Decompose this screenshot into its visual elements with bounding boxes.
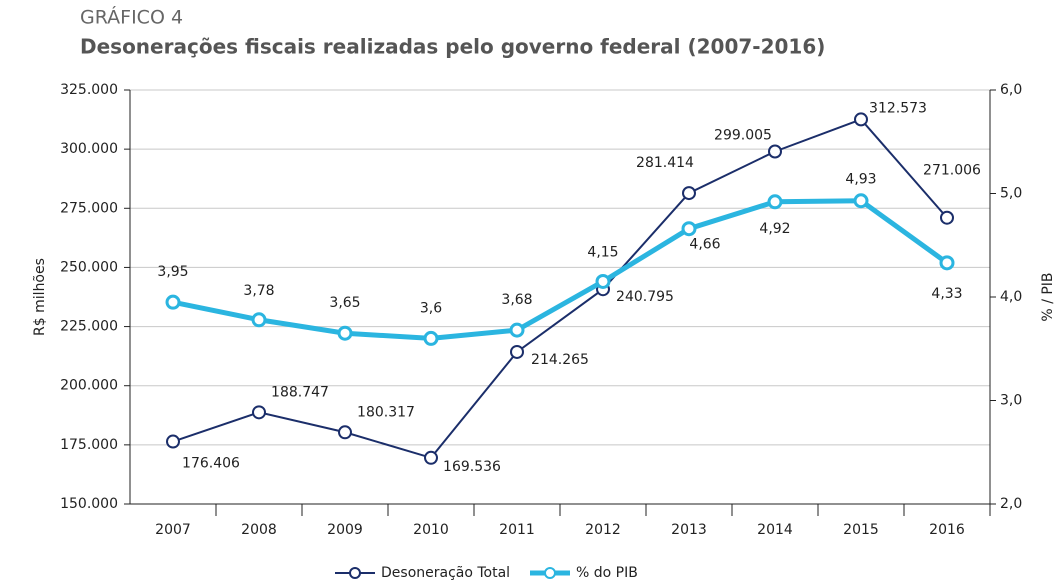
series-point: [423, 330, 439, 346]
chart-title: GRÁFICO 4: [80, 6, 183, 29]
y-tick-label: 175.000: [60, 437, 118, 453]
series-point: [166, 434, 180, 449]
data-label: 299.005: [714, 127, 772, 143]
series-point: [251, 312, 267, 328]
y-tick-label: 150.000: [60, 496, 118, 512]
series-line: [172, 118, 948, 459]
series-point: [854, 112, 868, 127]
data-label: 188.747: [271, 384, 329, 400]
series-point: [940, 210, 954, 225]
series-point: [595, 273, 611, 289]
series-point: [682, 186, 696, 201]
x-tick-label: 2016: [929, 522, 965, 538]
y2-tick-label: 5,0: [1000, 186, 1022, 202]
data-label: 271.006: [923, 163, 981, 179]
data-label: 4,33: [931, 286, 962, 302]
series-point: [853, 193, 869, 209]
data-label: 4,92: [759, 221, 790, 237]
x-tick-label: 2012: [585, 522, 621, 538]
data-label: 4,66: [689, 237, 720, 253]
series-point: [681, 221, 697, 237]
series-point: [338, 425, 352, 440]
x-tick-label: 2011: [499, 522, 535, 538]
data-label: 3,65: [329, 295, 360, 311]
x-tick-label: 2008: [241, 522, 277, 538]
data-label: 3,78: [243, 283, 274, 299]
data-label: 4,15: [587, 244, 618, 260]
data-label: 3,6: [420, 300, 442, 316]
x-tick-label: 2014: [757, 522, 793, 538]
data-label: 281.414: [636, 155, 694, 171]
series-point: [509, 322, 525, 338]
legend-label: % do PIB: [576, 565, 638, 581]
x-tick-label: 2007: [155, 522, 191, 538]
data-label: 3,68: [501, 292, 532, 308]
data-label: 176.406: [182, 456, 240, 472]
series-point: [510, 344, 524, 359]
legend-label: Desoneração Total: [381, 565, 510, 581]
series-point: [767, 194, 783, 210]
data-label: 180.317: [357, 404, 415, 420]
series-point: [939, 255, 955, 271]
series-point: [165, 294, 181, 310]
y-tick-label: 225.000: [60, 319, 118, 335]
series-point: [337, 325, 353, 341]
data-label: 3,95: [157, 264, 188, 280]
data-label: 214.265: [531, 352, 589, 368]
x-tick-label: 2010: [413, 522, 449, 538]
legend-marker: [544, 567, 556, 579]
chart-subtitle: Desonerações fiscais realizadas pelo gov…: [80, 35, 825, 59]
y-tick-label: 300.000: [60, 141, 118, 157]
series-point: [768, 144, 782, 159]
x-tick-label: 2009: [327, 522, 363, 538]
x-tick-label: 2015: [843, 522, 879, 538]
series-point: [252, 405, 266, 420]
series-line: [172, 198, 949, 341]
y-tick-label: 250.000: [60, 259, 118, 275]
data-label: 240.795: [616, 289, 674, 305]
data-label: 312.573: [869, 100, 927, 116]
y-tick-label: 275.000: [60, 200, 118, 216]
data-label: 4,93: [845, 172, 876, 188]
y-tick-label: 200.000: [60, 378, 118, 394]
y2-tick-label: 4,0: [1000, 289, 1022, 305]
y2-axis-label: % / PIB: [1040, 272, 1056, 321]
series-point: [424, 450, 438, 465]
y-axis-label: R$ milhões: [32, 258, 48, 336]
legend-marker: [349, 567, 361, 579]
y2-tick-label: 2,0: [1000, 496, 1022, 512]
y2-tick-label: 3,0: [1000, 393, 1022, 409]
y2-tick-label: 6,0: [1000, 82, 1022, 98]
y-tick-label: 325.000: [60, 82, 118, 98]
x-tick-label: 2013: [671, 522, 707, 538]
data-label: 169.536: [443, 459, 501, 475]
